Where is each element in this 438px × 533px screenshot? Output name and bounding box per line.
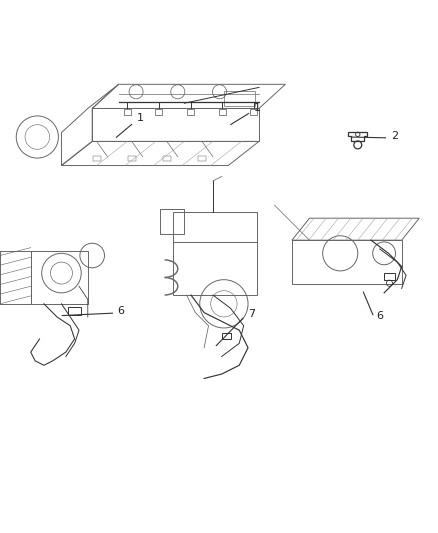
Bar: [155, 109, 162, 115]
Bar: [68, 307, 81, 315]
Text: 6: 6: [117, 306, 124, 317]
Bar: [198, 156, 206, 161]
Bar: [250, 109, 257, 115]
Bar: [218, 109, 225, 115]
Bar: [128, 156, 136, 161]
Text: 2: 2: [391, 131, 398, 141]
Bar: [173, 212, 256, 243]
Bar: [124, 109, 131, 115]
Text: 1: 1: [253, 103, 260, 112]
Bar: [163, 156, 171, 161]
Text: 7: 7: [247, 310, 254, 319]
Bar: [383, 273, 394, 280]
Bar: [160, 209, 184, 233]
Bar: [93, 156, 101, 161]
Bar: [187, 109, 194, 115]
Text: 1: 1: [137, 113, 144, 123]
Text: 6: 6: [376, 311, 383, 321]
Bar: [221, 333, 231, 339]
Bar: [223, 91, 254, 106]
